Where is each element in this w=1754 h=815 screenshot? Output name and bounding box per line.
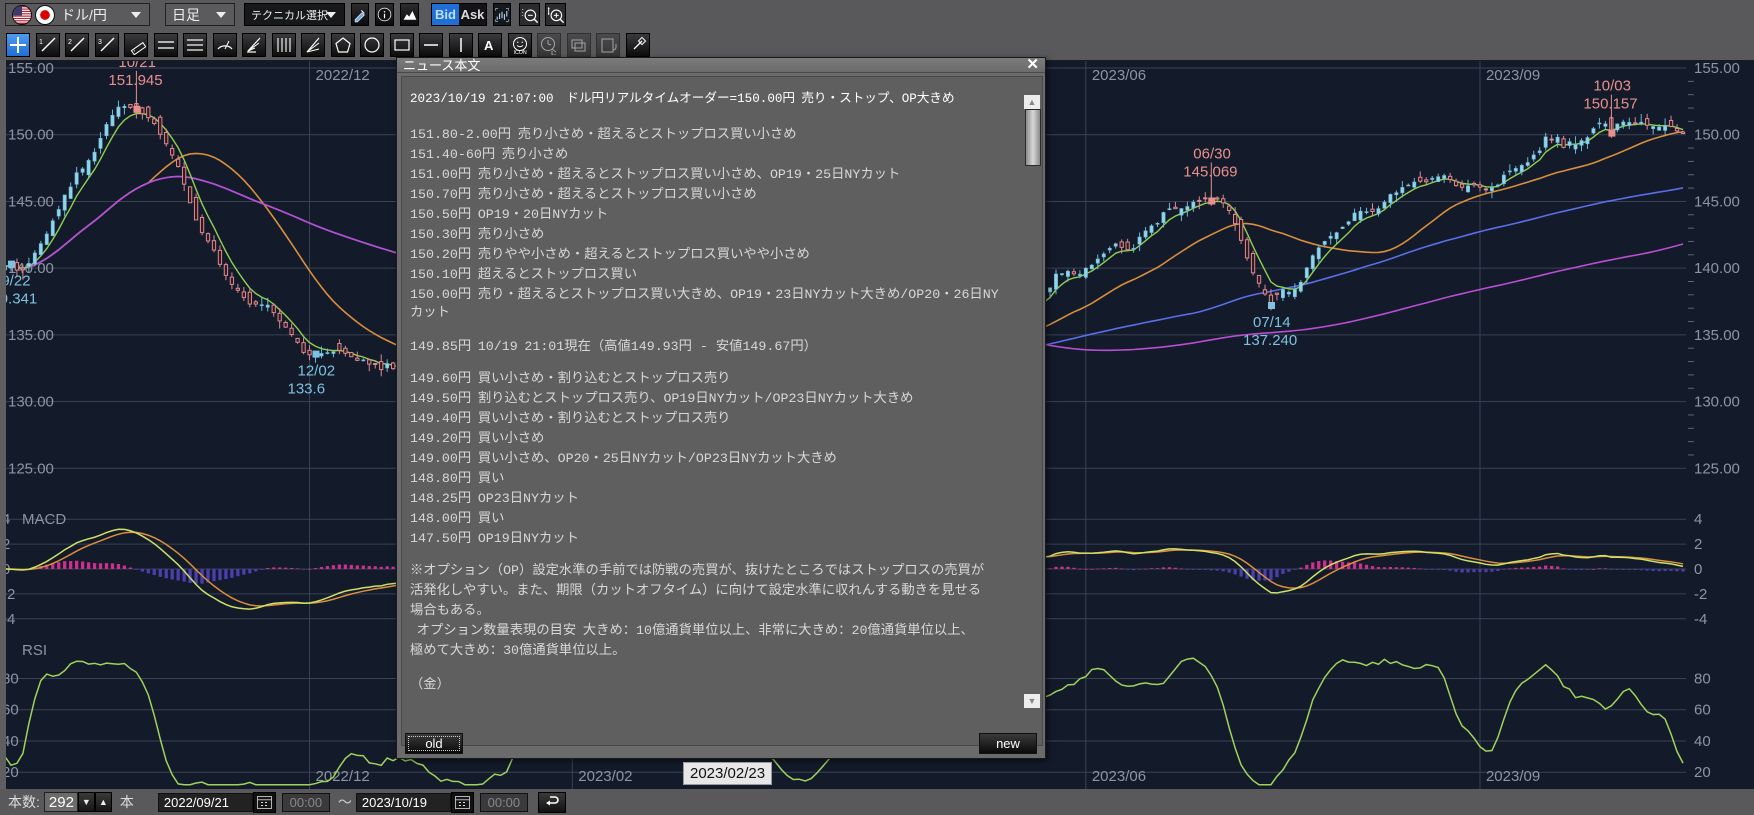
svg-text:140.00: 140.00 — [1694, 260, 1740, 277]
svg-text:125.00: 125.00 — [8, 460, 54, 477]
svg-text:10/03: 10/03 — [1593, 78, 1631, 95]
svg-text:0: 0 — [1694, 561, 1702, 578]
svg-text:-4: -4 — [2, 611, 15, 628]
svg-text:20: 20 — [2, 764, 19, 781]
svg-text:2023/02: 2023/02 — [578, 768, 632, 785]
svg-text:135.00: 135.00 — [8, 327, 54, 344]
svg-text:145.069: 145.069 — [1183, 164, 1237, 181]
svg-text:150.00: 150.00 — [8, 127, 54, 144]
svg-text:60: 60 — [1694, 702, 1711, 719]
svg-text:-2: -2 — [2, 586, 15, 603]
svg-text:07/14: 07/14 — [1253, 314, 1291, 331]
svg-text:2023/09: 2023/09 — [1486, 768, 1540, 785]
svg-text:2: 2 — [68, 39, 72, 46]
svg-text:-2: -2 — [1694, 586, 1707, 603]
svg-text:151.945: 151.945 — [108, 72, 162, 89]
svg-text:133.6: 133.6 — [288, 381, 326, 398]
svg-text:150.00: 150.00 — [1694, 127, 1740, 144]
svg-text:60: 60 — [2, 702, 19, 719]
svg-text:3: 3 — [98, 39, 102, 46]
svg-text:2: 2 — [1694, 536, 1702, 553]
svg-text:130.00: 130.00 — [1694, 394, 1740, 411]
svg-text:12/02: 12/02 — [298, 363, 336, 380]
svg-text:40: 40 — [1694, 733, 1711, 750]
svg-text:2023/09: 2023/09 — [1486, 67, 1540, 84]
svg-text:80: 80 — [2, 670, 19, 687]
svg-text:145.00: 145.00 — [1694, 193, 1740, 210]
svg-text:140.341: 140.341 — [0, 291, 37, 308]
svg-text:A: A — [484, 38, 494, 53]
svg-text:2022/12: 2022/12 — [316, 67, 370, 84]
svg-text:2023/06: 2023/06 — [1092, 768, 1146, 785]
svg-text:MACD: MACD — [22, 511, 66, 528]
svg-text:145.00: 145.00 — [8, 193, 54, 210]
svg-text:150.157: 150.157 — [1583, 96, 1637, 113]
svg-text:06/30: 06/30 — [1193, 146, 1231, 163]
svg-text:125.00: 125.00 — [1694, 460, 1740, 477]
svg-text:2023/06: 2023/06 — [1092, 67, 1146, 84]
svg-text:-4: -4 — [1694, 611, 1707, 628]
svg-text:40: 40 — [2, 733, 19, 750]
svg-text:09/22: 09/22 — [0, 273, 31, 290]
svg-text:4: 4 — [2, 511, 10, 528]
svg-text:20: 20 — [1694, 764, 1711, 781]
svg-text:2022/12: 2022/12 — [316, 768, 370, 785]
svg-text:1: 1 — [39, 39, 43, 46]
svg-text:155.00: 155.00 — [8, 60, 54, 77]
svg-text:155.00: 155.00 — [1694, 60, 1740, 77]
svg-text:RSI: RSI — [22, 642, 47, 659]
svg-text:4: 4 — [1694, 511, 1702, 528]
svg-text:2: 2 — [2, 536, 10, 553]
svg-text:ICON: ICON — [513, 50, 526, 55]
svg-text:135.00: 135.00 — [1694, 327, 1740, 344]
svg-text:10/21: 10/21 — [118, 60, 156, 71]
svg-text:130.00: 130.00 — [8, 394, 54, 411]
svg-text:80: 80 — [1694, 670, 1711, 687]
svg-text:137.240: 137.240 — [1243, 332, 1297, 349]
